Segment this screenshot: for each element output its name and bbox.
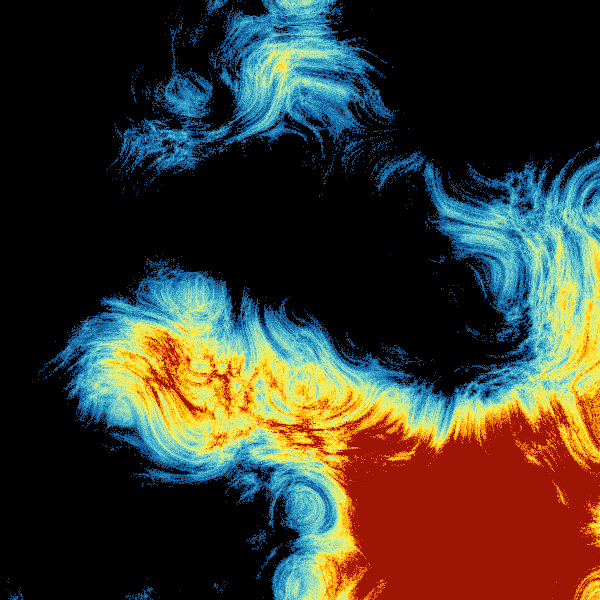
intensity-field-canvas[interactable]: [0, 0, 600, 600]
intensity-map-viewport[interactable]: False-color intensity map: [0, 0, 600, 600]
